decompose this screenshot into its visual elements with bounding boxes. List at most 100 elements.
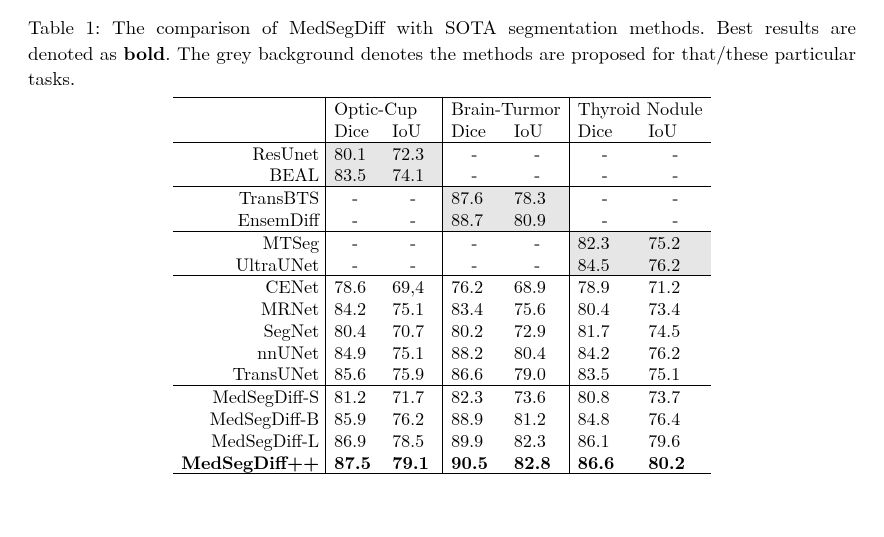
cell-value: - [640, 209, 711, 231]
cell-value: 74.5 [640, 320, 711, 342]
table-row: TransBTS--87.678.3-- [173, 187, 710, 209]
cell-value: 74.1 [384, 164, 443, 186]
cell-value: 75.9 [384, 363, 443, 385]
cell-value: 87.6 [443, 187, 506, 209]
table-row: MedSegDiff++87.579.190.582.886.680.2 [173, 452, 710, 474]
cell-value: 80.2 [443, 320, 506, 342]
method-name: BEAL [173, 164, 325, 186]
cell-value: 81.7 [569, 320, 640, 342]
blank-header [173, 97, 325, 119]
cell-value: - [569, 209, 640, 231]
method-name: TransBTS [173, 187, 325, 209]
method-name: MedSegDiff-B [173, 408, 325, 430]
table-row: TransUNet85.675.986.679.083.575.1 [173, 363, 710, 385]
sub-header-1: IoU [384, 120, 443, 142]
cell-value: 75.1 [384, 342, 443, 364]
sub-header-4: Dice [569, 120, 640, 142]
method-name: MedSegDiff++ [173, 452, 325, 474]
cell-value: 72.3 [384, 142, 443, 164]
blank-subheader [173, 120, 325, 142]
cell-value: 72.9 [506, 320, 569, 342]
cell-value: - [640, 187, 711, 209]
cell-value: 75.2 [640, 231, 711, 253]
sub-header-5: IoU [640, 120, 711, 142]
cell-value: - [326, 231, 385, 253]
table-row: EnsemDiff--88.780.9-- [173, 209, 710, 231]
cell-value: 86.6 [569, 452, 640, 474]
group-header-0: Optic-Cup [326, 97, 443, 119]
table-row: CENet78.669,476.268.978.971.2 [173, 276, 710, 298]
cell-value: 75.1 [384, 298, 443, 320]
cell-value: 88.2 [443, 342, 506, 364]
cell-value: 80.4 [506, 342, 569, 364]
cell-value: 81.2 [326, 386, 385, 408]
method-name: nnUNet [173, 342, 325, 364]
cell-value: - [640, 142, 711, 164]
cell-value: 80.9 [506, 209, 569, 231]
cell-value: 71.7 [384, 386, 443, 408]
cell-value: - [569, 164, 640, 186]
group-header-row: Optic-Cup Brain-Turmor Thyroid Nodule [173, 97, 710, 119]
cell-value: 79.1 [384, 452, 443, 474]
cell-value: 86.9 [326, 430, 385, 452]
cell-value: 84.9 [326, 342, 385, 364]
cell-value: 81.2 [506, 408, 569, 430]
cell-value: 84.2 [326, 298, 385, 320]
table-row: MedSegDiff-S81.271.782.373.680.873.7 [173, 386, 710, 408]
table-row: MRNet84.275.183.475.680.473.4 [173, 298, 710, 320]
cell-value: 76.2 [640, 342, 711, 364]
method-name: CENet [173, 276, 325, 298]
cell-value: - [443, 254, 506, 276]
table-row: SegNet80.470.780.272.981.774.5 [173, 320, 710, 342]
cell-value: - [443, 231, 506, 253]
sub-header-row: Dice IoU Dice IoU Dice IoU [173, 120, 710, 142]
cell-value: 85.9 [326, 408, 385, 430]
sub-header-3: IoU [506, 120, 569, 142]
cell-value: - [506, 142, 569, 164]
method-name: MRNet [173, 298, 325, 320]
cell-value: 90.5 [443, 452, 506, 474]
group-header-1: Brain-Turmor [443, 97, 569, 119]
cell-value: 79.0 [506, 363, 569, 385]
table-row: ResUnet80.172.3---- [173, 142, 710, 164]
cell-value: 82.3 [506, 430, 569, 452]
cell-value: 88.7 [443, 209, 506, 231]
cell-value: 80.2 [640, 452, 711, 474]
method-name: MedSegDiff-S [173, 386, 325, 408]
cell-value: 83.5 [569, 363, 640, 385]
cell-value: 76.2 [443, 276, 506, 298]
cell-value: 75.1 [640, 363, 711, 385]
method-name: MedSegDiff-L [173, 430, 325, 452]
results-table: Optic-Cup Brain-Turmor Thyroid Nodule Di… [173, 97, 710, 475]
cell-value: - [569, 187, 640, 209]
cell-value: - [640, 164, 711, 186]
table-row: BEAL83.574.1---- [173, 164, 710, 186]
table-row: MedSegDiff-B85.976.288.981.284.876.4 [173, 408, 710, 430]
method-name: ResUnet [173, 142, 325, 164]
cell-value: 80.8 [569, 386, 640, 408]
cell-value: 84.8 [569, 408, 640, 430]
cell-value: 83.5 [326, 164, 385, 186]
cell-value: 84.2 [569, 342, 640, 364]
cell-value: - [443, 142, 506, 164]
cell-value: 73.6 [506, 386, 569, 408]
cell-value: - [326, 187, 385, 209]
cell-value: 87.5 [326, 452, 385, 474]
table-row: MedSegDiff-L86.978.589.982.386.179.6 [173, 430, 710, 452]
cell-value: 89.9 [443, 430, 506, 452]
cell-value: 80.4 [569, 298, 640, 320]
sub-header-0: Dice [326, 120, 385, 142]
method-name: MTSeg [173, 231, 325, 253]
cell-value: - [326, 254, 385, 276]
cell-value: 80.4 [326, 320, 385, 342]
group-header-2: Thyroid Nodule [569, 97, 711, 119]
cell-value: 88.9 [443, 408, 506, 430]
cell-value: 75.6 [506, 298, 569, 320]
cell-value: - [569, 142, 640, 164]
cell-value: 78.3 [506, 187, 569, 209]
table-body: ResUnet80.172.3----BEAL83.574.1----Trans… [173, 142, 710, 474]
table-row: nnUNet84.975.188.280.484.276.2 [173, 342, 710, 364]
cell-value: - [506, 254, 569, 276]
cell-value: 82.3 [443, 386, 506, 408]
cell-value: 82.3 [569, 231, 640, 253]
